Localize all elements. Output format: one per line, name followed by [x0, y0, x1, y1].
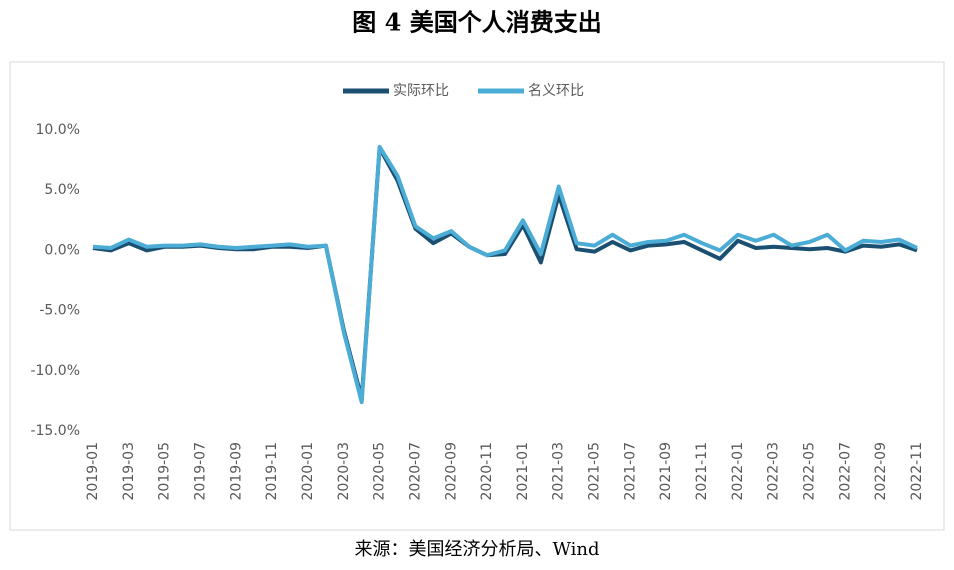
x-tick-label: 2020-11	[479, 442, 495, 501]
x-tick-label: 2019-07	[192, 442, 208, 501]
x-tick-label: 2021-11	[694, 442, 710, 501]
y-tick-label: -15.0%	[30, 423, 80, 439]
x-tick-label: 2022-09	[873, 442, 889, 501]
x-tick-label: 2021-03	[551, 442, 567, 501]
x-tick-label: 2020-05	[372, 442, 388, 501]
x-tick-label: 2021-05	[587, 442, 603, 501]
x-tick-label: 2022-03	[766, 442, 782, 501]
x-tick-label: 2019-11	[264, 442, 280, 501]
y-tick-label: 0.0%	[44, 242, 80, 258]
series-line	[92, 146, 918, 401]
chart-frame	[9, 61, 945, 531]
y-tick-label: 10.0%	[36, 122, 80, 138]
x-tick-label: 2022-11	[909, 442, 925, 501]
chart-title: 图 4 美国个人消费支出	[352, 8, 601, 37]
x-tick-label: 2020-09	[443, 442, 459, 501]
y-tick-label: -10.0%	[30, 363, 80, 379]
y-tick-label: 5.0%	[44, 182, 80, 198]
x-tick-label: 2021-07	[622, 442, 638, 501]
x-tick-label: 2022-01	[730, 442, 746, 501]
x-tick-label: 2022-05	[802, 442, 818, 501]
x-tick-label: 2019-05	[157, 442, 173, 501]
x-tick-label: 2019-09	[228, 442, 244, 501]
x-tick-label: 2020-07	[407, 442, 423, 501]
x-tick-label: 2021-01	[515, 442, 531, 501]
x-tick-label: 2021-09	[658, 442, 674, 501]
source: 来源：美国经济分析局、Wind	[354, 539, 599, 560]
legend-label: 实际环比	[393, 83, 449, 99]
x-tick-label: 2022-07	[837, 442, 853, 501]
series-line	[92, 144, 918, 405]
x-tick-label: 2020-01	[300, 442, 316, 501]
x-tick-label: 2019-03	[121, 442, 137, 501]
x-tick-label: 2019-01	[85, 442, 101, 501]
x-tick-label: 2020-03	[336, 442, 352, 501]
y-tick-label: -5.0%	[39, 303, 80, 319]
legend-label: 名义环比	[528, 83, 584, 99]
